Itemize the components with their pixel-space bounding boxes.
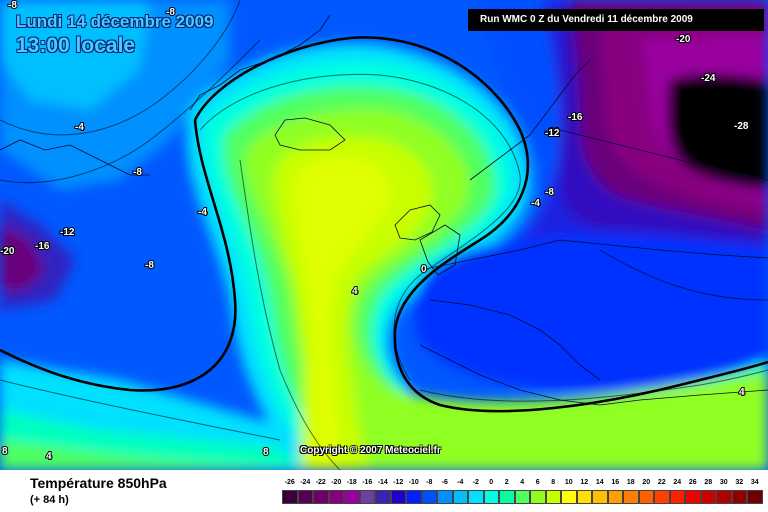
legend-tick-label: -10 — [408, 479, 419, 486]
copyright: Copyright © 2007 Meteociel.fr — [300, 445, 441, 456]
legend-swatch — [654, 490, 670, 504]
legend-swatch — [359, 490, 375, 504]
legend-swatch — [716, 490, 732, 504]
contour-label: 8 — [263, 447, 269, 458]
legend-swatch — [530, 490, 546, 504]
contour-label: -28 — [734, 121, 749, 132]
legend-tick-label: 32 — [735, 479, 744, 486]
legend-tick-label: -14 — [377, 479, 388, 486]
legend-tick-label: 16 — [611, 479, 620, 486]
contour-label: -8 — [545, 187, 554, 198]
legend-swatch — [700, 490, 716, 504]
contour-label: -12 — [545, 127, 560, 138]
legend-tick-label: 12 — [580, 479, 589, 486]
legend-swatch — [499, 490, 515, 504]
contour-label: -24 — [701, 73, 716, 84]
contour-label: -20 — [676, 34, 691, 45]
legend-tick-label: -12 — [393, 479, 404, 486]
legend-swatch — [545, 490, 561, 504]
legend-tick-label: 24 — [673, 479, 682, 486]
legend-swatch — [313, 490, 329, 504]
legend-tick-label: 26 — [688, 479, 697, 486]
contour-label: -16 — [35, 241, 50, 252]
legend-swatch — [282, 490, 298, 504]
contour-label: 4 — [352, 286, 358, 297]
legend-swatch — [576, 490, 592, 504]
legend-swatches — [282, 490, 763, 504]
legend-swatch — [561, 490, 577, 504]
run-info: Run WMC 0 Z du Vendredi 11 décembre 2009 — [468, 9, 764, 31]
legend-swatch — [669, 490, 685, 504]
color-legend: -26 -24 -22 -20 -18 -16 -14 -12 -10 -8 -6 -4 -2 0 2 4 6 8… — [282, 478, 763, 504]
legend-tick-label: -26 — [284, 479, 295, 486]
legend-tick-label: -2 — [472, 479, 479, 486]
legend-tick-label: -6 — [441, 479, 448, 486]
forecast-time: 13:00 locale — [16, 34, 136, 57]
legend-swatch — [685, 490, 701, 504]
legend-swatch — [607, 490, 623, 504]
legend-tick-label: 0 — [489, 479, 494, 486]
legend-tick-label: -8 — [426, 479, 433, 486]
legend-tick-label: 4 — [520, 479, 525, 486]
contour-label: -20 — [0, 246, 15, 257]
legend-tick-label: -22 — [315, 479, 326, 486]
contour-label: 0 — [421, 264, 427, 275]
parameter-title: Température 850hPa — [30, 475, 167, 491]
contour-label: -4 — [198, 207, 207, 218]
legend-swatch — [421, 490, 437, 504]
legend-tick-label: 20 — [642, 479, 651, 486]
contour-label: -8 — [145, 260, 154, 271]
legend-swatch — [623, 490, 639, 504]
legend-tick-label: -16 — [362, 479, 373, 486]
contour-label: -16 — [568, 112, 583, 123]
contour-label: -8 — [133, 167, 142, 178]
legend-tick-label: 6 — [535, 479, 540, 486]
legend-tick-label: 34 — [750, 479, 759, 486]
forecast-date: Lundi 14 décembre 2009 — [16, 12, 214, 31]
legend-tick-label: 22 — [657, 479, 666, 486]
legend-tick-label: 30 — [719, 479, 728, 486]
contour-label: -4 — [75, 122, 84, 133]
contour-label: 4 — [739, 387, 745, 398]
contour-label: 8 — [2, 446, 8, 457]
legend-swatch — [638, 490, 654, 504]
contour-label: -8 — [8, 0, 17, 11]
legend-swatch — [468, 490, 484, 504]
contour-label: -12 — [60, 227, 75, 238]
legend-ticks: -26 -24 -22 -20 -18 -16 -14 -12 -10 -8 -6 -4 -2 0 2 4 6 8… — [282, 478, 763, 488]
legend-swatch — [390, 490, 406, 504]
contour-label: -8 — [166, 7, 175, 18]
legend-swatch — [452, 490, 468, 504]
legend-swatch — [344, 490, 360, 504]
lead-time: (+ 84 h) — [30, 494, 69, 506]
legend-swatch — [514, 490, 530, 504]
legend-tick-label: -4 — [457, 479, 464, 486]
legend-tick-label: 18 — [626, 479, 635, 486]
legend-swatch — [437, 490, 453, 504]
legend-tick-label: 10 — [564, 479, 573, 486]
legend-tick-label: 28 — [704, 479, 713, 486]
legend-swatch — [747, 490, 763, 504]
contour-label: 4 — [46, 451, 52, 462]
legend-swatch — [297, 490, 313, 504]
contour-label: -4 — [531, 198, 540, 209]
legend-tick-label: 14 — [595, 479, 604, 486]
legend-tick-label: -18 — [346, 479, 357, 486]
legend-swatch — [375, 490, 391, 504]
legend-swatch — [406, 490, 422, 504]
legend-swatch — [483, 490, 499, 504]
legend-swatch — [328, 490, 344, 504]
temperature-map: -8 -4 -8 -4 -8 -16 -12 -20 -16 -12 -8 -2… — [0, 0, 768, 470]
legend-tick-label: -20 — [331, 479, 342, 486]
legend-tick-label: 2 — [504, 479, 509, 486]
legend-swatch — [731, 490, 747, 504]
legend-swatch — [592, 490, 608, 504]
contour-labels: -8 -4 -8 -4 -8 -16 -12 -20 -16 -12 -8 -2… — [0, 0, 750, 463]
legend-tick-label: -24 — [300, 479, 311, 486]
contour-label: -12 — [545, 128, 560, 139]
legend-tick-label: 8 — [551, 479, 556, 486]
